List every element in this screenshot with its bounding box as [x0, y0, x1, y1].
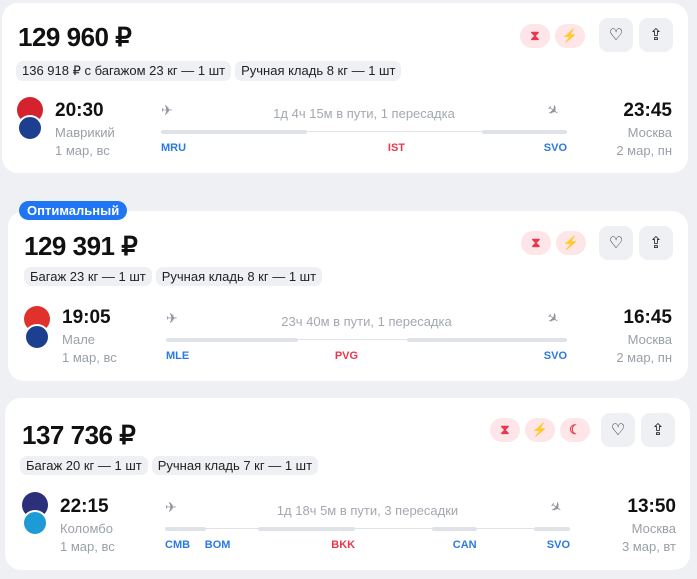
share-button[interactable]: ⇪ — [639, 226, 673, 260]
duration: 1д 4ч 15м в пути, 1 пересадка — [273, 106, 455, 121]
no-baggage-icon: ⚡ — [555, 24, 585, 48]
share-icon: ⇪ — [649, 235, 663, 252]
airline-logos — [24, 306, 52, 350]
no-baggage-icon: ⚡ — [556, 231, 586, 255]
departure-date: 1 мар, вс — [60, 539, 115, 554]
flight-segment — [432, 527, 477, 531]
departure-city: Коломбо — [60, 521, 113, 536]
plane-takeoff-icon: ✈ — [166, 310, 178, 326]
flight-segment — [165, 527, 206, 531]
plane-takeoff-icon: ✈ — [161, 102, 173, 118]
arrival-date: 3 мар, вт — [621, 539, 676, 554]
airport-code: MLE — [166, 350, 190, 362]
departure-time: 19:05 — [62, 307, 111, 328]
baggage-chip: 136 918 ₽ с багажом 23 кг — 1 шт — [16, 61, 232, 81]
no-baggage-icon: ⚡ — [525, 418, 555, 442]
price: 137 736 ₽ — [22, 420, 136, 450]
heart-icon: ♡ — [610, 422, 626, 439]
favorite-button[interactable]: ♡ — [599, 226, 633, 260]
flight-segment — [481, 130, 567, 134]
plane-takeoff-icon: ✈ — [165, 499, 177, 515]
airport-code: CMB — [165, 539, 191, 551]
flight-segment — [166, 338, 299, 342]
airport-code: SVO — [543, 350, 567, 362]
arrival-time: 16:45 — [623, 307, 672, 328]
airport-code: MRU — [161, 142, 187, 154]
flight-segment — [533, 527, 570, 531]
flight-segment — [258, 527, 356, 531]
airline-logos — [17, 97, 45, 141]
share-icon: ⇪ — [651, 422, 665, 439]
departure-city: Маврикий — [55, 125, 115, 140]
flight-segment — [406, 338, 567, 342]
price: 129 391 ₽ — [24, 231, 138, 261]
baggage-chips: Багаж 20 кг — 1 шт Ручная кладь 7 кг — 1 … — [20, 456, 319, 475]
share-button[interactable]: ⇪ — [641, 413, 675, 447]
departure-date: 1 мар, вс — [55, 143, 110, 158]
favorite-button[interactable]: ♡ — [601, 413, 635, 447]
airport-code: CAN — [452, 539, 477, 551]
optimal-badge: Оптимальный — [19, 201, 128, 220]
layover-line — [166, 339, 567, 340]
airline-logos — [22, 492, 50, 536]
departure-time: 20:30 — [55, 100, 104, 121]
departure-time: 22:15 — [60, 496, 109, 517]
favorite-button[interactable]: ♡ — [599, 18, 633, 52]
heart-icon: ♡ — [608, 27, 624, 44]
departure-city: Мале — [62, 332, 96, 347]
layover-line — [165, 528, 570, 529]
price: 129 960 ₽ — [18, 22, 132, 52]
duration: 23ч 40м в пути, 1 пересадка — [281, 314, 452, 329]
airport-code: IST — [387, 142, 406, 154]
arrival-date: 2 мар, пн — [616, 143, 672, 158]
arrival-date: 2 мар, пн — [616, 350, 672, 365]
arrival-city: Москва — [627, 332, 672, 347]
departure-date: 1 мар, вс — [62, 350, 117, 365]
baggage-chip: Багаж 23 кг — 1 шт — [24, 267, 152, 286]
arrival-city: Москва — [627, 125, 672, 140]
share-icon: ⇪ — [649, 27, 663, 44]
route-timeline: CMB BOM BKK CAN SVO — [165, 527, 570, 551]
duration: 1д 18ч 5м в пути, 3 пересадки — [276, 503, 459, 518]
airport-code: SVO — [546, 539, 570, 551]
baggage-chips: 136 918 ₽ с багажом 23 кг — 1 шт Ручная к… — [16, 61, 402, 81]
layover-line — [161, 131, 567, 132]
arrival-time: 13:50 — [627, 496, 676, 517]
hourglass-icon: ⧗ — [521, 231, 551, 255]
baggage-chip: Ручная кладь 8 кг — 1 шт — [235, 61, 402, 81]
hourglass-icon: ⧗ — [490, 418, 520, 442]
airport-code: BKK — [331, 539, 356, 551]
baggage-chip: Ручная кладь 7 кг — 1 шт — [151, 456, 319, 475]
flight-segment — [161, 130, 308, 134]
hourglass-icon: ⧗ — [520, 24, 550, 48]
arrival-time: 23:45 — [623, 100, 672, 121]
arrival-city: Москва — [631, 521, 676, 536]
baggage-chip: Ручная кладь 8 кг — 1 шт — [155, 267, 323, 286]
route-timeline: MLE PVG SVO — [166, 338, 567, 362]
baggage-chip: Багаж 20 кг — 1 шт — [20, 456, 148, 475]
baggage-chips: Багаж 23 кг — 1 шт Ручная кладь 8 кг — 1 … — [24, 267, 323, 286]
route-timeline: MRU IST SVO — [161, 130, 567, 154]
share-button[interactable]: ⇪ — [639, 18, 673, 52]
heart-icon: ♡ — [608, 235, 624, 252]
night-icon: ☾ — [560, 418, 590, 442]
airport-code: BOM — [204, 539, 231, 551]
airport-code: PVG — [334, 350, 359, 362]
airport-code: SVO — [543, 142, 567, 154]
